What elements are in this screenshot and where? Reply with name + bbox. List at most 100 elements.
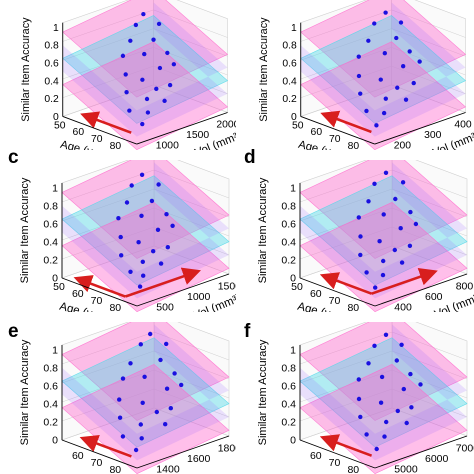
z-tick-label: 1: [290, 344, 296, 356]
panel-1-data-point: [120, 53, 126, 59]
panel-2-data-point: [411, 80, 416, 86]
z-axis-title: Similar Item Accuracy: [19, 339, 31, 445]
y-tick-label: 1500: [218, 280, 236, 292]
z-tick-label: 0.8: [282, 41, 297, 52]
panel-3-data-point: [128, 269, 133, 274]
panel-5-data-point: [138, 422, 143, 427]
z-tick-label: 0.8: [281, 362, 296, 374]
panel-4-plane-overlap: [300, 162, 467, 299]
y-tick-label: 400: [394, 302, 412, 312]
panel-4-data-point: [383, 170, 389, 175]
panel-5-plane-upper: [61, 322, 230, 421]
panel-1-data-point: [157, 65, 163, 71]
panel-2-data-point: [364, 108, 369, 114]
panel-6-data-point: [383, 332, 389, 337]
panel-2-data-point: [382, 51, 387, 56]
panel-6-data-point: [401, 386, 406, 392]
y-tick-label: 1000: [156, 141, 179, 150]
y-tick-label: 800: [456, 280, 474, 292]
z-tick-label: 1: [290, 182, 296, 194]
panel-4-data-point: [372, 181, 377, 186]
panel-4-data-point: [400, 180, 406, 185]
panel-5-data-point: [139, 436, 144, 441]
panel-5-data-point: [172, 371, 177, 376]
panel-3-data-point: [137, 284, 143, 289]
z-tick-label: 0.2: [282, 94, 297, 105]
x-tick-label: 60: [72, 288, 84, 300]
z-tick-label: 1: [52, 182, 58, 194]
panel-4-data-point: [358, 252, 363, 258]
z-tick-label: 0.2: [43, 417, 58, 429]
panel-4-effect-arrow: [371, 268, 438, 295]
z-tick-label: 0.4: [43, 398, 58, 410]
panel-5-data-point: [138, 342, 143, 347]
panel-5-effect-arrow: [79, 434, 132, 458]
panel-3-data-point: [136, 240, 141, 245]
x-tick-label: 80: [347, 302, 359, 312]
panel-4-effect-arrow: [319, 272, 373, 295]
panel-1-data-point: [165, 50, 170, 56]
panel-3-data-point: [155, 227, 161, 232]
panel-5-data-point: [120, 434, 126, 439]
panel-2-data-point: [417, 59, 422, 64]
panel-label-c: c: [8, 147, 19, 168]
z-tick-label: 0.2: [281, 255, 296, 267]
y-tick-label: 200: [394, 141, 412, 150]
panel-6-data-point: [404, 420, 409, 426]
z-tick-label: 0: [52, 435, 58, 447]
z-tick-label: 0: [290, 435, 296, 447]
z-tick-label: 0: [53, 112, 59, 123]
panel-6-data-point: [394, 358, 399, 363]
y-tick-label: 1400: [156, 464, 180, 474]
z-tick-label: 0.8: [281, 200, 296, 212]
panel-6-chart: 0 0.2 0.4 0.6 0.8 1 60 70 80 5000 6000 7000 Similar …: [257, 322, 474, 474]
panel-5-plane-overlap: [62, 324, 229, 461]
panel-5-data-point: [117, 415, 123, 420]
panel-1-data-point: [140, 77, 145, 82]
panel-4-data-point: [380, 272, 386, 278]
panel-3-chart: 0 0.2 0.4 0.6 0.8 1 50 60 70 80 500 1000 1500 Similar…: [19, 160, 236, 312]
y-tick-label: 1500: [186, 130, 209, 141]
panel-2-plane-overlap: [300, 2, 466, 137]
panel-6-data-point: [356, 396, 362, 402]
panel-3-data-point: [165, 245, 170, 250]
panel-1-data-point: [156, 21, 162, 27]
panel-label-f: f: [244, 321, 251, 342]
panel-1-plane-upper: [62, 0, 229, 98]
panel-4-data-point: [413, 221, 419, 227]
z-tick-label: 0.8: [43, 200, 58, 212]
panel-3-data-point: [139, 172, 145, 177]
panel-5-data-point: [117, 397, 122, 402]
panel-5-plane-fit: [61, 337, 230, 448]
panel-5-data-point: [128, 361, 133, 366]
panel-6-data-point: [418, 382, 423, 387]
panel-axes: [300, 22, 466, 145]
panel-3-data-point: [149, 198, 155, 204]
panel-4-data-point: [356, 215, 361, 220]
x-tick-label: 70: [329, 134, 341, 145]
panel-1-data-point: [140, 121, 145, 127]
x-tick-label: 60: [310, 450, 322, 462]
panel-6-plane-upper: [299, 322, 468, 421]
panel-3-plane-upper: [61, 160, 230, 259]
x-tick-label: 80: [109, 302, 121, 312]
panel-2-effect-arrow: [320, 110, 372, 134]
panel-3-data-point: [116, 216, 121, 221]
panel-6-data-point: [356, 377, 361, 382]
panel-6-data-point: [358, 414, 363, 420]
panel-1-data-point: [145, 110, 151, 115]
panel-3-effect-arrow: [124, 267, 202, 298]
panel-2-data-point: [403, 97, 409, 102]
panel-3-data-point: [118, 234, 123, 240]
y-tick-label: 7000: [456, 442, 474, 454]
panel-1-data-point: [141, 11, 146, 17]
panel-2-plane-upper: [300, 0, 467, 98]
z-axis-title: Similar Item Accuracy: [257, 339, 269, 445]
panel-1-data-point: [162, 98, 167, 104]
panel-label-e: e: [8, 321, 19, 342]
x-tick-label: 50: [53, 281, 65, 293]
panel-4-data-point: [381, 258, 386, 264]
z-tick-label: 1: [53, 23, 59, 34]
panel-axes: [61, 183, 230, 307]
panel-4-data-point: [392, 247, 397, 253]
